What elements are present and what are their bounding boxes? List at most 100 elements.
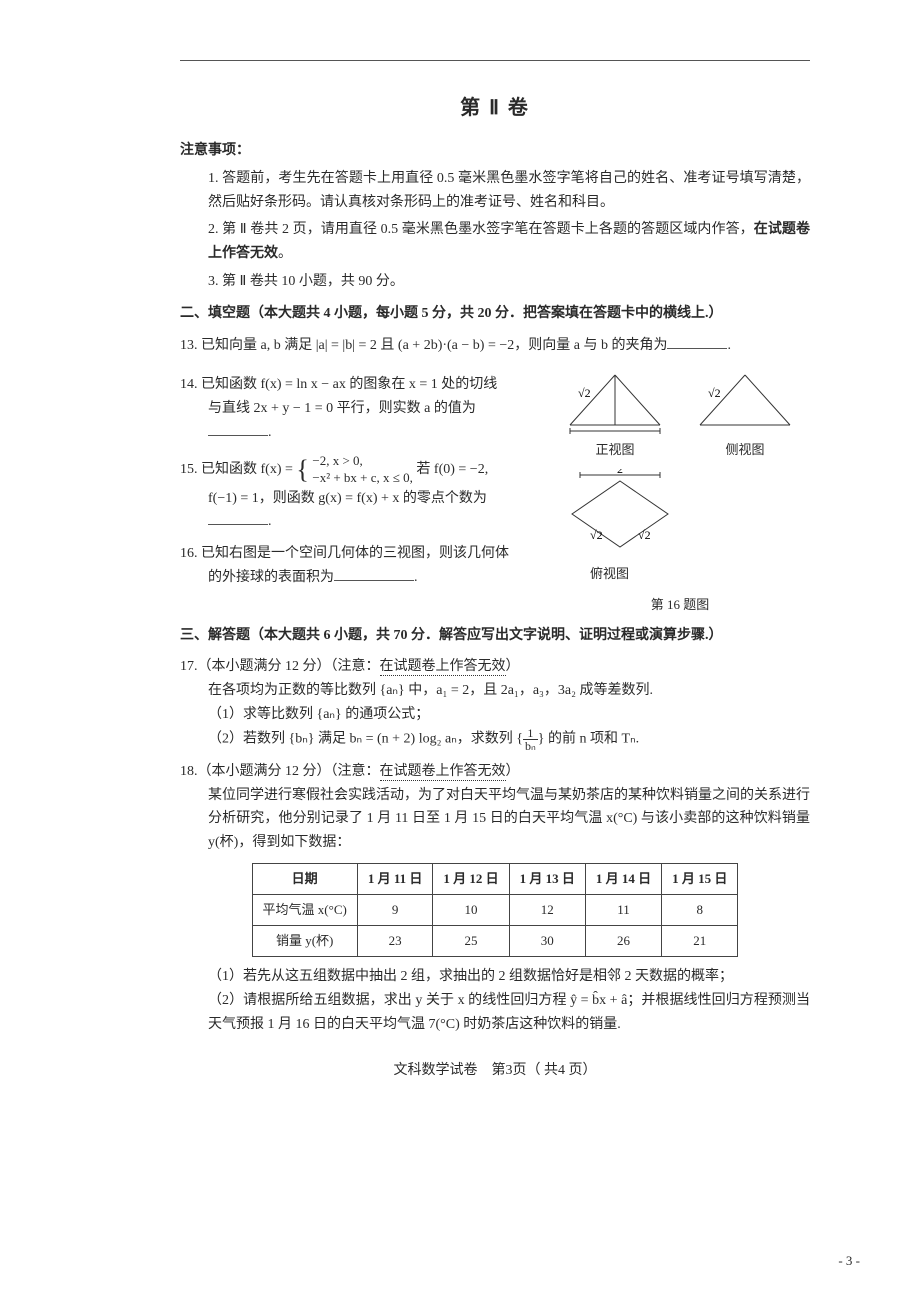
rx-1: 10 [433,895,509,926]
ry-label: 销量 y(杯) [252,926,357,957]
q17-l1: 在各项均为正数的等比数列 {aₙ} 中，a₁ = 2，且 2a₁，a₃，3a₂ … [180,679,810,703]
q15: 15. 已知函数 f(x) = { −2, x > 0, −x² + bx + … [180,453,532,534]
ry-2: 30 [509,926,585,957]
q17-frac-num: 1 [523,727,538,740]
q17-s2: （2）若数列 {bₙ} 满足 bₙ = (n + 2) log₂ aₙ，求数列 … [180,727,810,752]
left-brace-icon: { [296,457,308,483]
q14-l1: 14. 已知函数 f(x) = ln x − ax 的图象在 x = 1 处的切… [180,373,532,397]
q14: 14. 已知函数 f(x) = ln x − ax 的图象在 x = 1 处的切… [180,373,532,444]
section-ii-heading: 二、填空题（本大题共 4 小题，每小题 5 分，共 20 分．把答案填在答题卡中… [180,302,810,326]
q13: 13. 已知向量 a, b 满足 |a| = |b| = 2 且 (a + 2b… [180,334,810,358]
q14-l2-text: 与直线 2x + y − 1 = 0 平行，则实数 a 的值为 [208,401,476,416]
q18-head-u: 在试题卷上作答无效 [380,764,506,781]
rx-label: 平均气温 x(°C) [252,895,357,926]
fig-labels-bottom: 俯视图 [550,563,810,585]
q15-blank [208,510,268,525]
fig-row-bottom: 2 √2 √2 [550,469,810,559]
fig-row-top: √2 2 √2 [550,365,810,435]
sv-dim1: √2 [708,386,721,400]
q18-s1: （1）若先从这五组数据中抽出 2 组，求抽出的 2 组数据恰好是相邻 2 天数据… [180,965,810,989]
note-1: 1. 答题前，考生先在答题卡上用直径 0.5 毫米黑色墨水签字笔将自己的姓名、准… [180,167,810,215]
q18-p1: 某位同学进行寒假社会实践活动，为了对白天平均气温与某奶茶店的某种饮料销量之间的关… [180,784,810,855]
ry-1: 25 [433,926,509,957]
tv-dim-l: √2 [590,528,603,542]
q15-l2-text: f(−1) = 1，则函数 g(x) = f(x) + x 的零点个数为 [208,491,487,506]
ry-4: 21 [662,926,738,957]
front-view-svg: √2 2 [560,365,670,435]
q16-blank [334,566,414,581]
q15-prefix: 15. 已知函数 f(x) = [180,462,296,477]
figure-caption: 第 16 题图 [550,594,810,616]
rx-3: 11 [585,895,661,926]
tv-dim-top: 2 [617,469,623,476]
page-title: 第 Ⅱ 卷 [180,91,810,125]
q14-q16-with-figure: 14. 已知函数 f(x) = ln x − ax 的图象在 x = 1 处的切… [180,365,810,615]
q17-frac: 1bₙ [523,727,538,752]
fv-dim1: √2 [578,386,591,400]
q14-blank [208,421,268,436]
q17-s2a: （2）若数列 {bₙ} 满足 bₙ = (n + 2) log₂ aₙ，求数列 [208,732,516,747]
piecewise-fn: { −2, x > 0, −x² + bx + c, x ≤ 0, [296,453,413,487]
th-0: 日期 [252,864,357,895]
th-4: 1 月 14 日 [585,864,661,895]
q17: 17.（本小题满分 12 分）（注意：在试题卷上作答无效） 在各项均为正数的等比… [180,655,810,751]
note-3: 3. 第 Ⅱ 卷共 10 小题，共 90 分。 [180,270,810,294]
side-view-svg: √2 [690,365,800,435]
figure-three-views: √2 2 √2 正视图 侧视图 [550,365,810,615]
q15-l1: 15. 已知函数 f(x) = { −2, x > 0, −x² + bx + … [180,453,532,487]
top-rule [180,60,810,61]
q15-mid: 若 f(0) = −2, [416,462,488,477]
table-row-head: 日期 1 月 11 日 1 月 12 日 1 月 13 日 1 月 14 日 1… [252,864,738,895]
q15-case1: −2, x > 0, [312,453,362,468]
rx-4: 8 [662,895,738,926]
q17-head: 17.（本小题满分 12 分）（注意：在试题卷上作答无效） [180,655,810,679]
q17-s1: （1）求等比数列 {aₙ} 的通项公式； [180,703,810,727]
q16-l2: 的外接球的表面积为. [180,566,532,590]
q18-s2: （2）请根据所给五组数据，求出 y 关于 x 的线性回归方程 ŷ = b̂x +… [180,989,810,1037]
q18-head-a: 18.（本小题满分 12 分）（注意： [180,764,380,779]
side-view-label: 侧视图 [725,439,764,461]
ry-3: 26 [585,926,661,957]
top-view-label: 俯视图 [590,563,629,585]
fig-labels-top: 正视图 侧视图 [550,439,810,461]
th-2: 1 月 12 日 [433,864,509,895]
q15-blank-line: . [180,510,532,534]
section-iii-heading: 三、解答题（本大题共 6 小题，共 70 分．解答应写出文字说明、证明过程或演算… [180,624,810,648]
piecewise-cases: −2, x > 0, −x² + bx + c, x ≤ 0, [312,453,413,487]
q17-s2b: 的前 n 项和 Tₙ. [545,732,640,747]
q16-l2-text: 的外接球的表面积为 [208,570,334,585]
q13-text: 13. 已知向量 a, b 满足 |a| = |b| = 2 且 (a + 2b… [180,338,667,353]
q16: 16. 已知右图是一个空间几何体的三视图，则该几何体 的外接球的表面积为. [180,542,532,590]
q17-head-u: 在试题卷上作答无效 [380,659,506,676]
q18: 18.（本小题满分 12 分）（注意：在试题卷上作答无效） 某位同学进行寒假社会… [180,760,810,1037]
data-table: 日期 1 月 11 日 1 月 12 日 1 月 13 日 1 月 14 日 1… [252,863,739,957]
front-view-label: 正视图 [595,439,634,461]
page-footer: 文科数学试卷 第3页（ 共4 页） [180,1059,810,1083]
q15-case2: −x² + bx + c, x ≤ 0, [312,470,413,485]
q13-blank [667,334,727,349]
q18-head: 18.（本小题满分 12 分）（注意：在试题卷上作答无效） [180,760,810,784]
table-row-y: 销量 y(杯) 23 25 30 26 21 [252,926,738,957]
th-3: 1 月 13 日 [509,864,585,895]
table-row-x: 平均气温 x(°C) 9 10 12 11 8 [252,895,738,926]
th-5: 1 月 15 日 [662,864,738,895]
tv-dim-r: √2 [638,528,651,542]
left-column: 14. 已知函数 f(x) = ln x − ax 的图象在 x = 1 处的切… [180,365,532,597]
note-2-lead: 2. 第 Ⅱ 卷共 2 页，请用直径 0.5 毫米黑色墨水签字笔在答题卡上各题的… [208,222,754,237]
th-1: 1 月 11 日 [357,864,433,895]
rx-2: 12 [509,895,585,926]
fv-dim2: 2 [607,432,613,435]
q17-frac-den: bₙ [523,740,538,752]
rx-0: 9 [357,895,433,926]
q14-l2: 与直线 2x + y − 1 = 0 平行，则实数 a 的值为 [180,397,532,421]
q17-head-a: 17.（本小题满分 12 分）（注意： [180,659,380,674]
note-2: 2. 第 Ⅱ 卷共 2 页，请用直径 0.5 毫米黑色墨水签字笔在答题卡上各题的… [180,218,810,266]
q16-l1: 16. 已知右图是一个空间几何体的三视图，则该几何体 [180,542,532,566]
q14-blank-line: . [180,421,532,445]
page-number: - 3 - [838,1250,860,1272]
notice-heading: 注意事项： [180,143,250,158]
top-view-svg: 2 √2 √2 [560,469,690,559]
ry-0: 23 [357,926,433,957]
notice-block: 注意事项： 1. 答题前，考生先在答题卡上用直径 0.5 毫米黑色墨水签字笔将自… [180,139,810,294]
q15-l2: f(−1) = 1，则函数 g(x) = f(x) + x 的零点个数为 [180,487,532,511]
